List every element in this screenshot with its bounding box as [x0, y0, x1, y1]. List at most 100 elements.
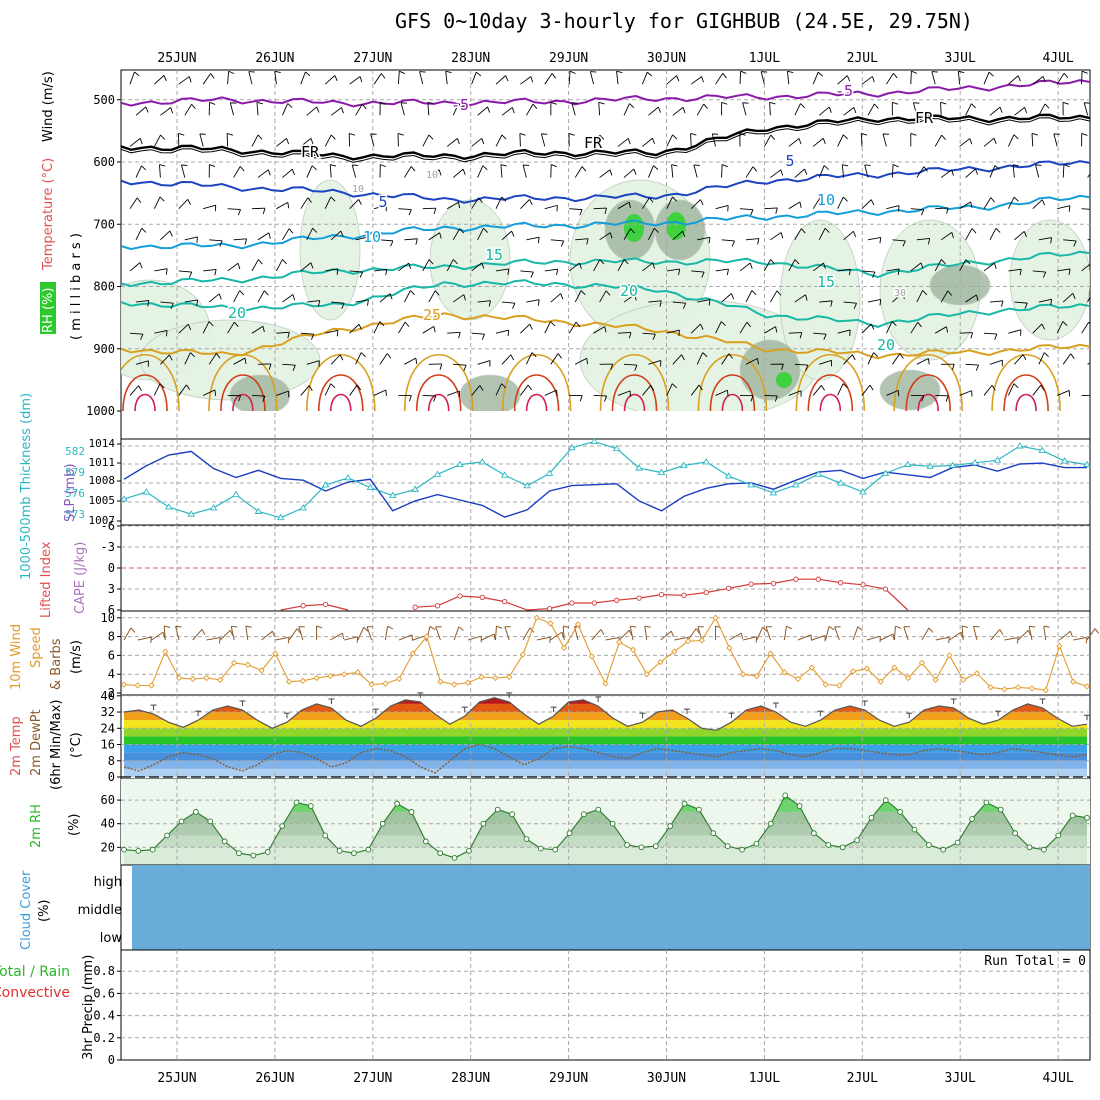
wind-barb: [471, 385, 481, 396]
wind-barb: [160, 230, 171, 241]
wind-speed-marker: [684, 638, 692, 645]
tick-label: 20: [101, 840, 115, 854]
surface-barb: [825, 626, 830, 641]
wind-barb-flag: [1081, 70, 1088, 74]
slp-lines: [120, 437, 1091, 521]
wind-barb-flag: [616, 70, 623, 74]
wind-barb-flag: [397, 133, 404, 136]
surface-barb-flag: [999, 629, 1004, 635]
wind-barb-flag: [316, 106, 320, 113]
wind-barb-flag: [951, 364, 955, 371]
rh-marker: [1026, 844, 1033, 851]
wind-barb: [589, 71, 595, 85]
wind-barb-flag: [214, 389, 217, 396]
temperature-band: [124, 736, 1087, 745]
surface-barb: [729, 632, 742, 641]
wind-barb: [1087, 296, 1090, 303]
wind-barb: [715, 389, 728, 396]
slp-ticks: 582 579 576 573 1014 1011 1008 1005 1007: [65, 437, 121, 527]
wind-barb-flag: [139, 262, 143, 269]
thickness-marker: [971, 458, 979, 466]
wind-barb-flag: [187, 199, 191, 205]
surface-barb-flag: [549, 637, 551, 644]
contour-label: 20: [877, 336, 895, 354]
wind-barb: [690, 199, 701, 210]
wind-barb-flag: [799, 332, 803, 339]
surface-barb: [605, 637, 620, 641]
wind-barb: [477, 300, 491, 303]
wind-barb: [742, 102, 747, 116]
wind-barb: [867, 299, 881, 303]
wind-barb-flag: [310, 334, 315, 340]
tick-label: 8: [108, 630, 115, 644]
wind-barb-flag: [361, 103, 367, 110]
wind-barb: [1083, 102, 1089, 116]
thickness-marker: [299, 504, 307, 511]
wind-barb-flag: [842, 164, 849, 167]
wind-speed-marker: [794, 675, 802, 683]
wind-barb: [349, 384, 358, 396]
wind-barb-flag: [975, 364, 979, 371]
wind-barb: [574, 357, 587, 365]
wind-barb-flag: [598, 101, 605, 105]
cloud-fill: [132, 865, 1090, 950]
wind-speed-marker: [1001, 686, 1008, 693]
wind-barb: [885, 321, 893, 334]
wind-barb: [355, 236, 369, 241]
surface-arc: [599, 354, 670, 411]
wind-barb: [934, 259, 942, 272]
wind-barb: [471, 137, 483, 147]
surface-arc: [795, 354, 866, 411]
wind-barb: [398, 208, 412, 211]
temperature-panel: 40 32 24 16 8 0 2m Temp 2m DewPt (6hr Min/Max…: [9, 689, 1091, 790]
wind-barb: [794, 228, 802, 241]
wind-barb: [574, 290, 582, 303]
wind-barb-flag: [951, 169, 954, 176]
wind-barb: [324, 75, 336, 85]
surface-barb-flag: [164, 625, 171, 629]
wind-barb-flag: [1024, 107, 1028, 114]
wind-barb: [983, 332, 997, 335]
wind-barb: [989, 165, 996, 178]
wind-barb-flag: [873, 352, 879, 358]
wind-barb: [477, 165, 484, 178]
surface-barb: [453, 626, 460, 641]
rh-marker: [336, 847, 343, 854]
tick-label: 900: [93, 342, 115, 356]
wind-barb-flag: [682, 107, 686, 114]
wind-barb: [764, 134, 772, 147]
wind-speed-marker: [781, 669, 788, 676]
tick-label: 6: [108, 648, 115, 662]
ylabel-degc: (°C): [69, 732, 84, 758]
temperature-line: [123, 697, 1088, 731]
wind-barb-flag: [500, 164, 507, 167]
wind-barb-flag: [244, 357, 247, 365]
surface-arc: [330, 393, 352, 411]
wind-barb: [690, 384, 700, 396]
rh-band: [124, 811, 1087, 824]
wind-barb: [453, 363, 467, 366]
wind-barb: [666, 75, 677, 85]
surface-barb: [1004, 637, 1019, 641]
wind-barb: [690, 76, 702, 85]
wind-barb: [575, 238, 589, 241]
wind-barb: [886, 205, 900, 210]
temp-contour: [121, 250, 1090, 288]
wind-barb-flag: [974, 168, 979, 175]
wind-barb-flag: [288, 228, 294, 234]
wind-barb-flag: [634, 294, 637, 301]
wind-barb-flag: [170, 107, 174, 114]
surface-barb-flag: [1016, 637, 1019, 644]
surface-barb: [765, 626, 772, 641]
wind-barb: [446, 138, 458, 147]
surface-barb: [1028, 626, 1033, 641]
wind-barb-flag: [993, 262, 997, 269]
wind-barb: [276, 331, 290, 334]
wind-barb-flag: [169, 354, 173, 361]
wind-barb: [276, 390, 289, 396]
wind-barb: [501, 354, 512, 365]
bottom-date-label: 4JUL: [1042, 1071, 1073, 1086]
rh-marker: [638, 844, 645, 851]
wind-barb-flag: [911, 70, 918, 74]
wind-speed-marker: [134, 682, 141, 689]
